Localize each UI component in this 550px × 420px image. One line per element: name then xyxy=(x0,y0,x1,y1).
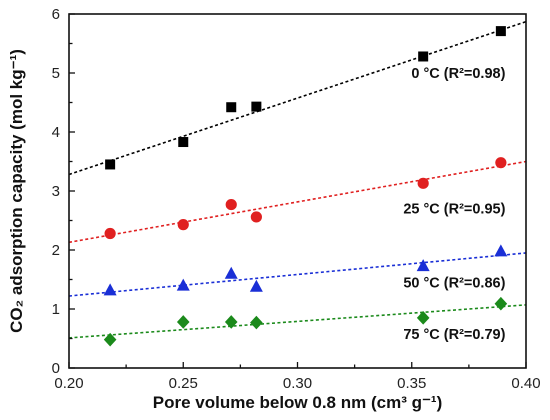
y-axis-ticks: 0 1 2 3 4 5 6 xyxy=(52,6,75,377)
data-point xyxy=(250,315,263,330)
x-tick-label: 0.25 xyxy=(169,375,198,392)
x-axis-title: Pore volume below 0.8 nm (cm³ g⁻¹) xyxy=(153,393,443,412)
y-tick-label: 3 xyxy=(52,183,60,200)
data-point xyxy=(494,296,508,311)
data-point xyxy=(251,101,262,112)
series-label: 50 °C (R²=0.86) xyxy=(403,275,505,291)
x-axis-ticks: 0.20 0.25 0.30 0.35 0.40 xyxy=(54,362,541,392)
data-point xyxy=(416,311,430,325)
x-tick-label: 0.20 xyxy=(54,375,83,392)
data-points xyxy=(103,26,508,347)
data-point xyxy=(105,159,116,170)
data-point xyxy=(226,102,237,113)
y-tick-label: 0 xyxy=(52,360,60,377)
data-point xyxy=(176,278,190,291)
series-label: 75 °C (R²=0.79) xyxy=(403,327,505,343)
fit-line xyxy=(68,20,527,176)
data-point xyxy=(494,244,508,257)
data-point xyxy=(416,259,430,272)
series-label: 0 °C (R²=0.98) xyxy=(411,66,505,82)
data-point xyxy=(249,279,263,292)
y-tick-label: 6 xyxy=(52,6,60,23)
data-point xyxy=(225,198,237,211)
data-point xyxy=(250,211,262,223)
data-point xyxy=(178,137,189,148)
y-tick-label: 5 xyxy=(52,65,60,82)
series-labels: 0 °C (R²=0.98) 25 °C (R²=0.95) 50 °C (R²=0… xyxy=(403,66,505,343)
x-tick-label: 0.35 xyxy=(397,375,426,392)
fit-line xyxy=(68,160,527,244)
y-tick-label: 2 xyxy=(52,242,60,259)
data-point xyxy=(417,177,429,189)
data-point xyxy=(103,332,117,347)
x-tick-label: 0.30 xyxy=(283,375,312,392)
data-point xyxy=(104,227,116,240)
data-point xyxy=(224,315,238,329)
data-point xyxy=(418,51,429,62)
data-point xyxy=(224,266,238,279)
x-tick-label: 0.40 xyxy=(511,375,540,392)
fit-lines xyxy=(68,20,527,339)
data-point xyxy=(177,219,189,231)
data-point xyxy=(495,157,507,169)
data-point xyxy=(495,26,506,37)
data-point xyxy=(103,283,117,296)
y-axis-title: CO₂ adsorption capacity (mol kg⁻¹) xyxy=(7,49,26,333)
data-point xyxy=(176,315,190,329)
y-tick-label: 1 xyxy=(52,301,60,318)
y-tick-label: 4 xyxy=(52,124,60,141)
fit-line xyxy=(68,304,527,339)
series-label: 25 °C (R²=0.95) xyxy=(403,202,505,218)
